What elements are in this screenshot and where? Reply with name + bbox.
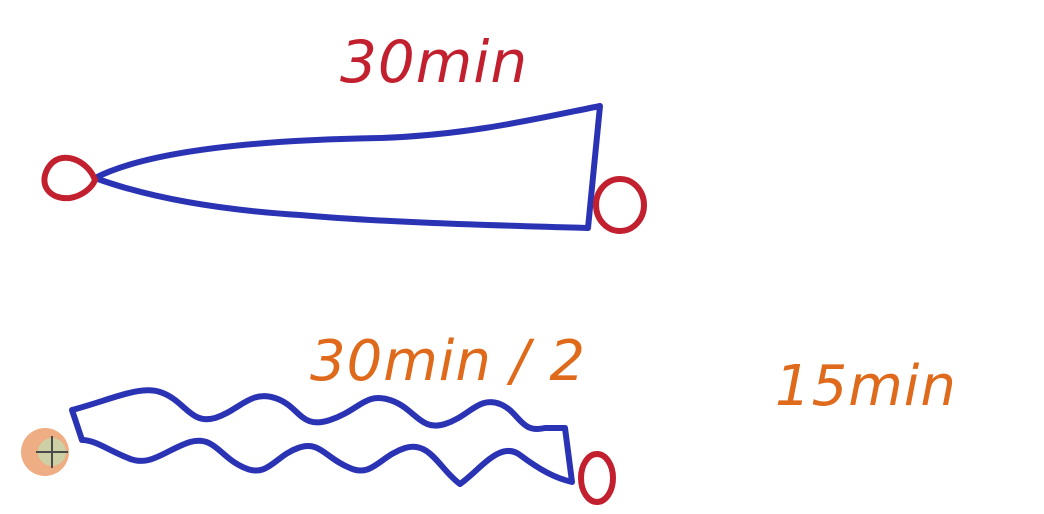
- bottom-wavy-path: [69, 387, 575, 487]
- top-path-diagram: [41, 103, 647, 234]
- bottom-end-node: [578, 451, 616, 505]
- crosshair-cursor-icon: [21, 428, 69, 476]
- top-duration-label: 30min: [340, 28, 528, 96]
- bottom-formula-label: 30min / 2: [310, 329, 586, 394]
- bottom-path-diagram: [21, 387, 616, 505]
- bottom-result-label: 15min: [775, 354, 957, 419]
- top-end-node: [593, 176, 647, 234]
- top-start-node: [41, 154, 99, 202]
- top-tapered-path: [92, 103, 603, 231]
